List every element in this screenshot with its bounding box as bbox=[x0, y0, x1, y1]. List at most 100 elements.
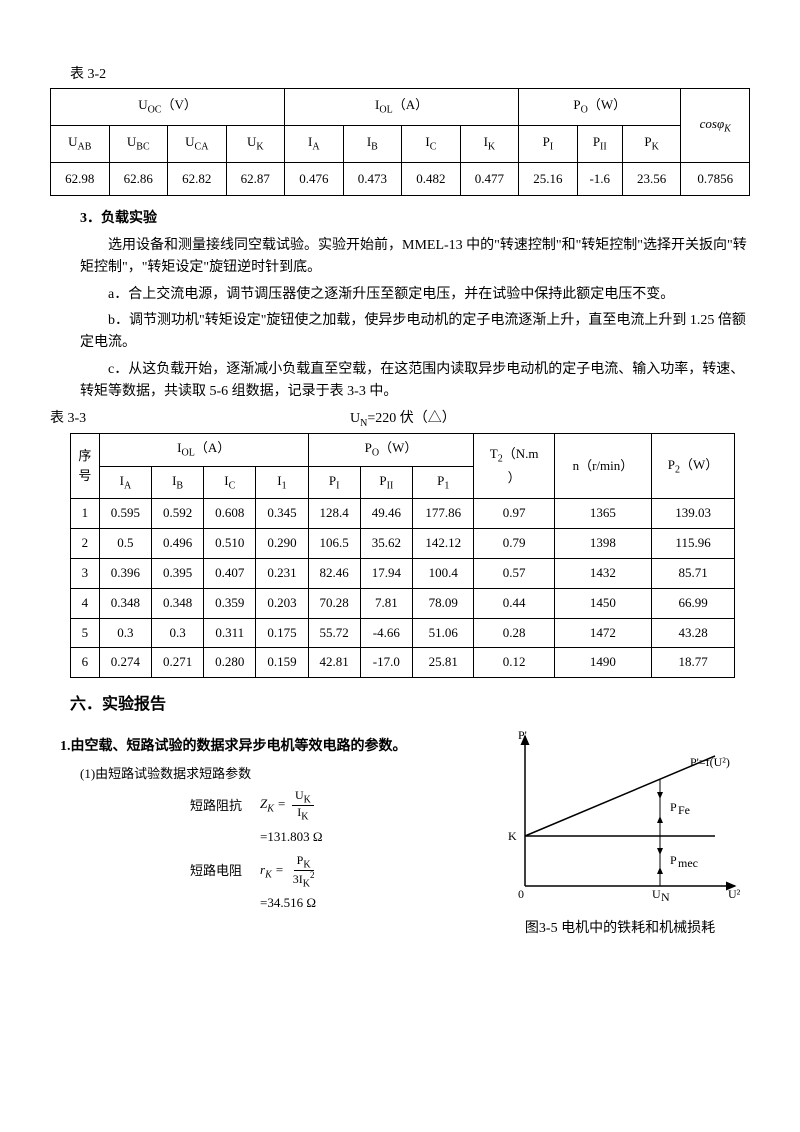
cell: 139.03 bbox=[652, 499, 735, 529]
subsection-1-1: (1)由短路试验数据求短路参数 bbox=[80, 764, 480, 785]
cell: 0.159 bbox=[256, 648, 308, 678]
pfe-label-sub: Fe bbox=[678, 803, 690, 817]
table-3-2: UOC（V） IOL（A） PO（W） cosφK UAB UBC UCA UK… bbox=[50, 88, 750, 196]
table-row: 60.2740.2710.2800.15942.81-17.025.810.12… bbox=[71, 648, 735, 678]
cell: 85.71 bbox=[652, 559, 735, 589]
cell: 35.62 bbox=[360, 529, 412, 559]
table-row: UAB UBC UCA UK IA IB IC IK PI PII PK bbox=[51, 125, 750, 162]
table-row: 20.50.4960.5100.290106.535.62142.120.791… bbox=[71, 529, 735, 559]
cell: 0.595 bbox=[99, 499, 151, 529]
col-header: n（r/min） bbox=[554, 434, 651, 499]
col-header: UBC bbox=[109, 125, 168, 162]
pmec-label: P bbox=[670, 853, 677, 867]
cell: 18.77 bbox=[652, 648, 735, 678]
table-3-2-caption: 表 3-2 bbox=[70, 64, 750, 86]
cell: 0.348 bbox=[152, 588, 204, 618]
table-row: UOC（V） IOL（A） PO（W） cosφK bbox=[51, 89, 750, 126]
col-header: IC bbox=[204, 466, 256, 499]
col-header: 序号 bbox=[71, 434, 100, 499]
cell: 62.87 bbox=[226, 162, 285, 196]
table-row: 40.3480.3480.3590.20370.287.8178.090.441… bbox=[71, 588, 735, 618]
section-3-title: 3．负载实验 bbox=[80, 208, 750, 230]
col-header: I1 bbox=[256, 466, 308, 499]
cell: 1490 bbox=[554, 648, 651, 678]
cell: 0.5 bbox=[99, 529, 151, 559]
col-header: PK bbox=[622, 125, 681, 162]
table-row: 序号 IOL（A） PO（W） T2（N.m） n（r/min） P2（W） bbox=[71, 434, 735, 467]
paragraph: b．调节测功机"转矩设定"旋钮使之加载，使异步电动机的定子电流逐渐上升，直至电流… bbox=[80, 310, 750, 355]
formula-label: 短路电阻 bbox=[190, 861, 260, 882]
fraction: UK IK bbox=[292, 789, 314, 823]
cell: 0.271 bbox=[152, 648, 204, 678]
cell: 7.81 bbox=[360, 588, 412, 618]
un-label-sub: N bbox=[661, 890, 670, 904]
paragraph: 选用设备和测量接线同空载试验。实验开始前，MMEL-13 中的"转速控制"和"转… bbox=[80, 235, 750, 280]
cell: 82.46 bbox=[308, 559, 360, 589]
fraction: PK 3IK2 bbox=[290, 854, 318, 890]
cell: 0.345 bbox=[256, 499, 308, 529]
cell: 66.99 bbox=[652, 588, 735, 618]
col-header: IK bbox=[460, 125, 519, 162]
cell: 25.81 bbox=[412, 648, 474, 678]
cell: 0.274 bbox=[99, 648, 151, 678]
subsection-1: 1.由空载、短路试验的数据求异步电机等效电路的参数。 bbox=[60, 736, 480, 758]
cell: 0.407 bbox=[204, 559, 256, 589]
group-header: UOC（V） bbox=[51, 89, 285, 126]
cell: 100.4 bbox=[412, 559, 474, 589]
pfe-label: P bbox=[670, 800, 677, 814]
cell: 17.94 bbox=[360, 559, 412, 589]
col-header: T2（N.m） bbox=[474, 434, 554, 499]
origin-label: 0 bbox=[518, 887, 524, 901]
cell: 2 bbox=[71, 529, 100, 559]
cell: 0.496 bbox=[152, 529, 204, 559]
cell: 0.203 bbox=[256, 588, 308, 618]
formula-label: 短路阻抗 bbox=[190, 796, 260, 817]
cell: 0.231 bbox=[256, 559, 308, 589]
cell: 0.280 bbox=[204, 648, 256, 678]
col-header: P1 bbox=[412, 466, 474, 499]
cell: 115.96 bbox=[652, 529, 735, 559]
formula-rk: 短路电阻 rK = PK 3IK2 bbox=[190, 854, 480, 890]
pmec-label-sub: mec bbox=[678, 856, 698, 870]
col-header: IA bbox=[99, 466, 151, 499]
cell: 0.395 bbox=[152, 559, 204, 589]
col-header: IC bbox=[402, 125, 461, 162]
group-header: IOL（A） bbox=[99, 434, 308, 467]
cell: 0.608 bbox=[204, 499, 256, 529]
cell: 0.12 bbox=[474, 648, 554, 678]
cell: 1472 bbox=[554, 618, 651, 648]
col-header: UAB bbox=[51, 125, 110, 162]
k-label: K bbox=[508, 829, 517, 843]
cell: 0.396 bbox=[99, 559, 151, 589]
x-axis-label: U² bbox=[728, 887, 741, 901]
cell: 0.477 bbox=[460, 162, 519, 196]
cell: 1432 bbox=[554, 559, 651, 589]
cell: -1.6 bbox=[577, 162, 622, 196]
cell: 3 bbox=[71, 559, 100, 589]
col-header: IA bbox=[285, 125, 344, 162]
table-row: 10.5950.5920.6080.345128.449.46177.860.9… bbox=[71, 499, 735, 529]
group-header: PO（W） bbox=[519, 89, 681, 126]
formula-rk-result: =34.516 Ω bbox=[260, 893, 480, 914]
cell: 0.473 bbox=[343, 162, 402, 196]
cell: 0.290 bbox=[256, 529, 308, 559]
paragraph: c．从这负载开始，逐渐减小负载直至空载，在这范围内读取异步电动机的定子电流、输入… bbox=[80, 359, 750, 404]
section-6-title: 六．实验报告 bbox=[70, 692, 750, 718]
cell: 0.476 bbox=[285, 162, 344, 196]
cell: 49.46 bbox=[360, 499, 412, 529]
col-header: UCA bbox=[168, 125, 227, 162]
col-header: PII bbox=[360, 466, 412, 499]
cell: 0.79 bbox=[474, 529, 554, 559]
axis-label: P' bbox=[518, 728, 527, 742]
col-header: UK bbox=[226, 125, 285, 162]
cell: 25.16 bbox=[519, 162, 578, 196]
cell: 106.5 bbox=[308, 529, 360, 559]
col-header: PI bbox=[308, 466, 360, 499]
line-label: P'=f(U²) bbox=[690, 755, 730, 769]
cell: 0.592 bbox=[152, 499, 204, 529]
group-header: IOL（A） bbox=[285, 89, 519, 126]
table-3-3-caption: 表 3-3 bbox=[50, 408, 350, 432]
cell: 70.28 bbox=[308, 588, 360, 618]
cell: 62.86 bbox=[109, 162, 168, 196]
col-header: P2（W） bbox=[652, 434, 735, 499]
